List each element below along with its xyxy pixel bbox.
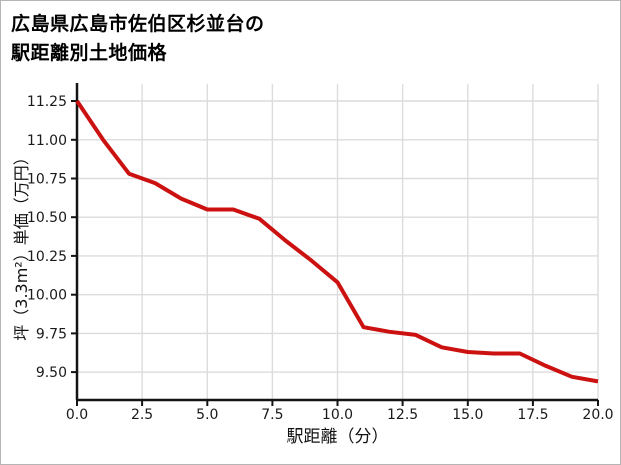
x-tick-label: 15.0	[452, 407, 483, 423]
x-tick-label: 20.0	[582, 407, 613, 423]
y-tick-label: 10.00	[27, 288, 67, 304]
y-tick-label: 10.75	[27, 172, 67, 188]
y-tick-label: 9.50	[36, 365, 67, 381]
x-tick-labels: 0.0 2.5 5.0 7.5 10.0 12.5 15.0 17.5 20.0	[66, 400, 614, 423]
x-tick-label: 0.0	[66, 407, 88, 423]
y-tick-label: 10.50	[27, 210, 67, 226]
chart-title: 広島県広島市佐伯区杉並台の 駅距離別土地価格	[11, 10, 265, 67]
y-axis-title: 坪（3.3m²）単価（万円）	[12, 149, 31, 341]
x-tick-label: 12.5	[387, 407, 418, 423]
x-gridlines	[141, 84, 599, 400]
y-tick-label: 10.25	[27, 249, 67, 265]
x-tick-label: 10.0	[322, 407, 353, 423]
y-tick-label: 9.75	[36, 326, 67, 342]
x-tick-label: 5.0	[196, 407, 218, 423]
chart-title-line1: 広島県広島市佐伯区杉並台の	[11, 13, 265, 35]
y-tick-label: 11.00	[27, 133, 67, 149]
chart-title-line2: 駅距離別土地価格	[11, 41, 168, 64]
x-tick-label: 17.5	[517, 407, 548, 423]
x-tick-label: 7.5	[261, 407, 283, 423]
price-line	[75, 99, 599, 384]
y-tick-labels: 9.50 9.75 10.00 10.25 10.50 10.75 11.00 11.25	[27, 94, 77, 381]
x-axis-title: 駅距離（分）	[286, 427, 389, 447]
x-tick-label: 2.5	[131, 407, 153, 423]
y-tick-label: 11.25	[27, 94, 67, 110]
